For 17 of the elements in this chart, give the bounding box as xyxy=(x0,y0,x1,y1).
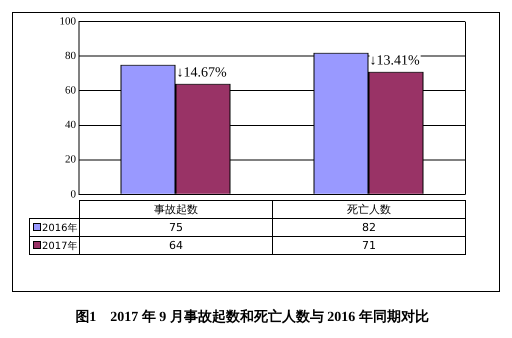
data-label: 82 xyxy=(272,218,466,236)
text: 图1 2017 年 9 月事故起数和死亡人数与 2016 年同期对比 xyxy=(74,308,430,326)
y-tick-label: 60 xyxy=(65,84,76,97)
y-tick-label: 20 xyxy=(65,154,76,166)
legend-label: 2016年 xyxy=(42,222,78,234)
data-label: 75 xyxy=(80,218,272,236)
y-tick-label: 80 xyxy=(65,50,76,62)
x-tick-label: 事故起数 xyxy=(80,200,272,218)
annotation: ↓13.41% xyxy=(370,53,420,68)
y-tick-label: 40 xyxy=(65,119,76,132)
data-label: 64 xyxy=(80,236,272,254)
legend-label: 2017年 xyxy=(42,240,78,252)
annotation: ↓14.67% xyxy=(176,65,227,80)
x-tick-label: 死亡人数 xyxy=(272,200,466,218)
y-tick-label: 0 xyxy=(70,188,76,200)
y-tick-label: 100 xyxy=(60,15,76,28)
data-label: 71 xyxy=(272,236,466,254)
